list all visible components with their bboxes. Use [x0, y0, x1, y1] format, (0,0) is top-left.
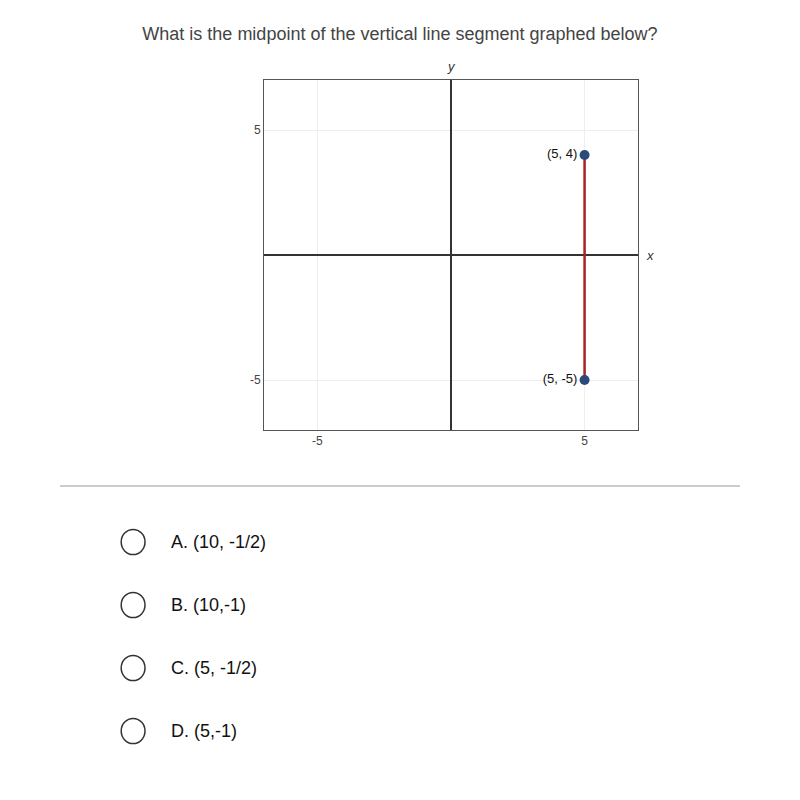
svg-text:What is the midpoint of the ve: What is the midpoint of the vertical lin…: [142, 24, 657, 44]
svg-text:D. (5,-1): D. (5,-1): [171, 721, 237, 741]
svg-text:(5, 4): (5, 4): [547, 146, 577, 161]
svg-text:B. (10,-1): B. (10,-1): [171, 595, 246, 615]
svg-text:5: 5: [581, 434, 588, 448]
svg-text:C. (5, -1/2): C. (5, -1/2): [171, 658, 257, 678]
svg-text:A. (10, -1/2): A. (10, -1/2): [171, 532, 266, 552]
svg-text:-5: -5: [250, 373, 261, 387]
svg-text:5: 5: [254, 123, 261, 137]
svg-text:(5, -5): (5, -5): [543, 371, 578, 386]
svg-text:y: y: [447, 59, 456, 74]
svg-text:x: x: [646, 248, 654, 263]
svg-text:-5: -5: [312, 434, 323, 448]
